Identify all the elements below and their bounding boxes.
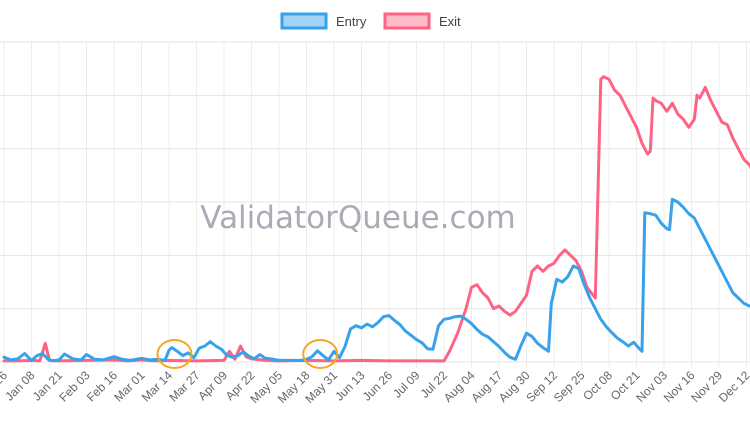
series-layer	[2, 75, 750, 363]
series-line-exit	[2, 75, 750, 363]
x-tick-label: Oct 08	[580, 368, 615, 403]
watermark-text: ValidatorQueue.com	[200, 200, 515, 236]
legend-label-exit: Exit	[439, 14, 461, 29]
legend-swatch-entry	[280, 12, 328, 30]
x-tick-label: Jul 09	[390, 368, 423, 401]
x-tick-label: Jun 26	[360, 368, 396, 404]
annotation-circle	[156, 339, 193, 369]
x-tick-label: Jun 13	[332, 368, 368, 404]
series-line-entry	[2, 197, 750, 363]
x-tick-label: Mar 27	[166, 368, 203, 405]
legend-item-exit[interactable]: Exit	[383, 12, 461, 30]
x-tick-label: Apr 09	[195, 368, 230, 403]
annotation-layer	[156, 339, 339, 369]
x-tick-label: Dec 12	[716, 368, 750, 405]
annotation-circle	[302, 339, 339, 369]
legend[interactable]: Entry Exit	[280, 12, 461, 30]
legend-item-entry[interactable]: Entry	[280, 12, 367, 30]
chart-grid	[0, 41, 750, 368]
legend-label-entry: Entry	[336, 14, 367, 29]
x-tick-label: Jan 08	[2, 368, 38, 404]
x-tick-label: Sep 25	[551, 368, 588, 405]
legend-swatch-exit	[383, 12, 431, 30]
